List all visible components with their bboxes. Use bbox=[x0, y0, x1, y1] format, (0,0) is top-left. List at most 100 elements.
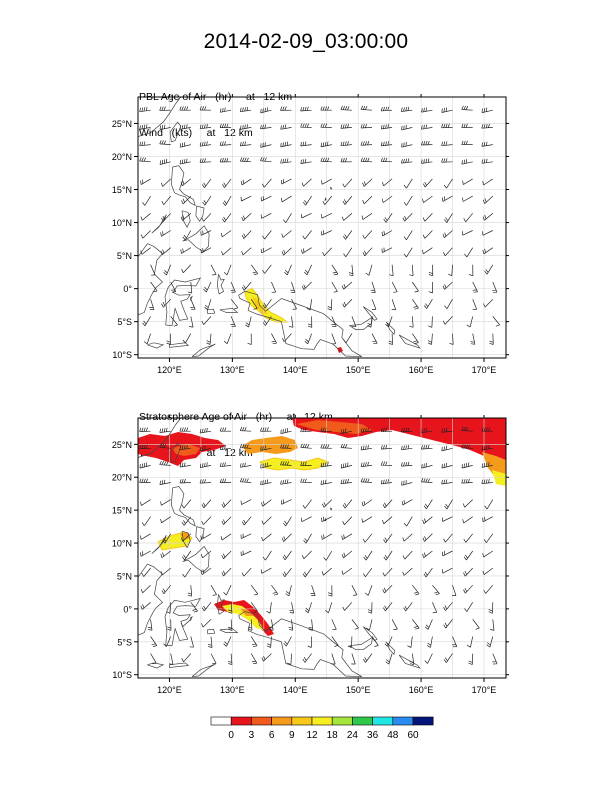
pbl-coastline bbox=[170, 165, 196, 207]
strat-wind-barb bbox=[371, 636, 379, 647]
strat-wind-barb bbox=[207, 636, 213, 648]
pbl-lon-label: 150°E bbox=[346, 365, 371, 375]
strat-wind-barb bbox=[380, 479, 393, 485]
colorbar-box bbox=[412, 716, 434, 726]
strat-wind-barb bbox=[382, 567, 393, 577]
strat-wind-barb bbox=[401, 499, 413, 506]
strat-coastline bbox=[386, 642, 396, 656]
strat-wind-barb bbox=[472, 619, 480, 630]
strat-wind-barb bbox=[461, 444, 473, 449]
strat-wind-barb bbox=[347, 636, 353, 648]
pbl-wind-barb bbox=[362, 230, 373, 239]
strat-coastline bbox=[137, 563, 164, 636]
strat-wind-barb bbox=[380, 461, 393, 466]
pbl-wind-barb bbox=[219, 107, 232, 113]
pbl-wind-barb bbox=[304, 333, 312, 345]
pbl-coastline bbox=[137, 96, 182, 137]
pbl-wind-barb bbox=[401, 124, 413, 131]
strat-coastline bbox=[182, 545, 210, 573]
pbl-wind-barb bbox=[482, 178, 493, 186]
pbl-wind-barb bbox=[210, 264, 217, 276]
strat-wind-barb bbox=[321, 516, 332, 523]
pbl-wind-barb bbox=[322, 247, 333, 256]
strat-wind-barb bbox=[150, 653, 157, 665]
pbl-wind-barb bbox=[281, 333, 292, 342]
strat-yellow-central bbox=[259, 457, 330, 471]
strat-coastline bbox=[219, 628, 239, 633]
strat-wind-barb bbox=[402, 533, 413, 542]
strat-wind-barb bbox=[140, 584, 151, 594]
pbl-coastline bbox=[189, 295, 193, 301]
strat-wind-barb bbox=[199, 427, 212, 434]
pbl-wind-barb bbox=[260, 142, 272, 148]
strat-coastline bbox=[181, 530, 191, 549]
pbl-wind-barb bbox=[442, 316, 453, 325]
strat-wind-barb bbox=[180, 533, 192, 542]
strat-wind-barb bbox=[210, 653, 217, 665]
strat-wind-barb bbox=[441, 462, 453, 469]
strat-wind-barb bbox=[380, 444, 393, 450]
strat-wind-barb bbox=[181, 499, 192, 509]
strat-wind-barb bbox=[380, 427, 393, 433]
strat-wind-barb bbox=[461, 478, 473, 484]
pbl-wind-barb bbox=[280, 141, 292, 148]
strat-wind-barb bbox=[483, 533, 494, 543]
pbl-wind-barb bbox=[139, 141, 151, 147]
strat-wind-barb bbox=[451, 585, 457, 596]
pbl-wind-barb bbox=[381, 247, 393, 253]
strat-coastline bbox=[169, 442, 182, 464]
pbl-wind-barb bbox=[444, 213, 453, 223]
strat-wind-barb bbox=[363, 653, 373, 663]
strat-coastline bbox=[206, 628, 216, 635]
colorbar-box bbox=[331, 716, 353, 726]
pbl-wind-barb bbox=[380, 124, 393, 130]
strat-wind-barb bbox=[200, 533, 212, 540]
pbl-coastline bbox=[362, 306, 378, 321]
pbl-wind-barb bbox=[401, 142, 413, 148]
pbl-wind-barb bbox=[428, 281, 433, 294]
pbl-wind-barb bbox=[441, 123, 453, 129]
strat-wind-barb bbox=[464, 602, 473, 612]
strat-wind-barb bbox=[486, 636, 494, 648]
strat-wind-barb bbox=[463, 584, 473, 594]
pbl-wind-barb bbox=[362, 178, 373, 187]
pbl-wind-barb bbox=[367, 316, 373, 328]
strat-coastline bbox=[189, 615, 193, 622]
strat-wind-barb bbox=[210, 585, 217, 596]
pbl-wind-barb bbox=[190, 299, 196, 310]
pbl-coastline bbox=[349, 316, 374, 330]
strat-wind-barb bbox=[281, 533, 292, 542]
pbl-wind-barb bbox=[200, 230, 212, 236]
strat-wind-barb bbox=[140, 499, 151, 506]
pbl-wind-barb bbox=[362, 195, 373, 205]
strat-wind-barb bbox=[287, 653, 292, 665]
strat-wind-barb bbox=[402, 567, 413, 576]
pbl-coastline bbox=[398, 334, 421, 349]
pbl-wind-barb bbox=[283, 213, 292, 223]
strat-wind-barb bbox=[304, 602, 312, 614]
strat-wind-barb bbox=[409, 653, 415, 665]
pbl-wind-barb bbox=[482, 230, 493, 236]
strat-wind-barb bbox=[443, 602, 453, 611]
strat-wind-barb bbox=[303, 533, 312, 544]
pbl-wind-barb bbox=[300, 106, 312, 112]
pbl-wind-barb bbox=[421, 158, 433, 164]
pbl-wind-barb bbox=[281, 230, 292, 238]
strat-axis-labels: 25°N 20°N 15°N 10°N 5°N 0° 5°S 10°S 120°E 130°E 14… bbox=[112, 415, 509, 695]
pbl-wind-barb bbox=[421, 140, 433, 146]
strat-wind-barb bbox=[250, 636, 258, 647]
strat-wind-barb bbox=[484, 499, 494, 510]
strat-wind-barb bbox=[160, 499, 171, 506]
strat-wind-barb bbox=[221, 499, 232, 508]
pbl-wind-barb bbox=[239, 141, 252, 147]
strat-wind-barb bbox=[351, 585, 358, 596]
pbl-wind-barb bbox=[422, 178, 433, 188]
strat-lon-label: 160°E bbox=[409, 685, 434, 695]
strat-wind-barb bbox=[463, 550, 473, 561]
pbl-wind-barb bbox=[262, 298, 272, 309]
strat-wind-barb bbox=[421, 428, 433, 434]
pbl-lat-label: 0° bbox=[123, 284, 132, 294]
pbl-lon-label: 170°E bbox=[472, 365, 497, 375]
